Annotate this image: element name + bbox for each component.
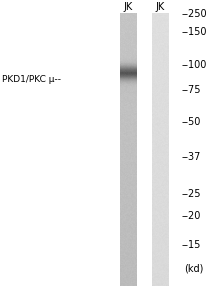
Text: --50: --50	[182, 117, 201, 127]
Text: --20: --20	[182, 211, 201, 221]
Text: --37: --37	[182, 152, 201, 162]
Text: (kd): (kd)	[184, 263, 203, 274]
Text: JK: JK	[156, 2, 165, 12]
Text: PKD1/PKC μ--: PKD1/PKC μ--	[2, 75, 61, 84]
Text: --15: --15	[182, 239, 201, 250]
Text: --75: --75	[182, 85, 201, 95]
Text: --150: --150	[182, 27, 207, 37]
Text: --250: --250	[182, 9, 207, 20]
Text: --100: --100	[182, 60, 207, 70]
Text: JK: JK	[124, 2, 133, 12]
Text: --25: --25	[182, 189, 201, 199]
